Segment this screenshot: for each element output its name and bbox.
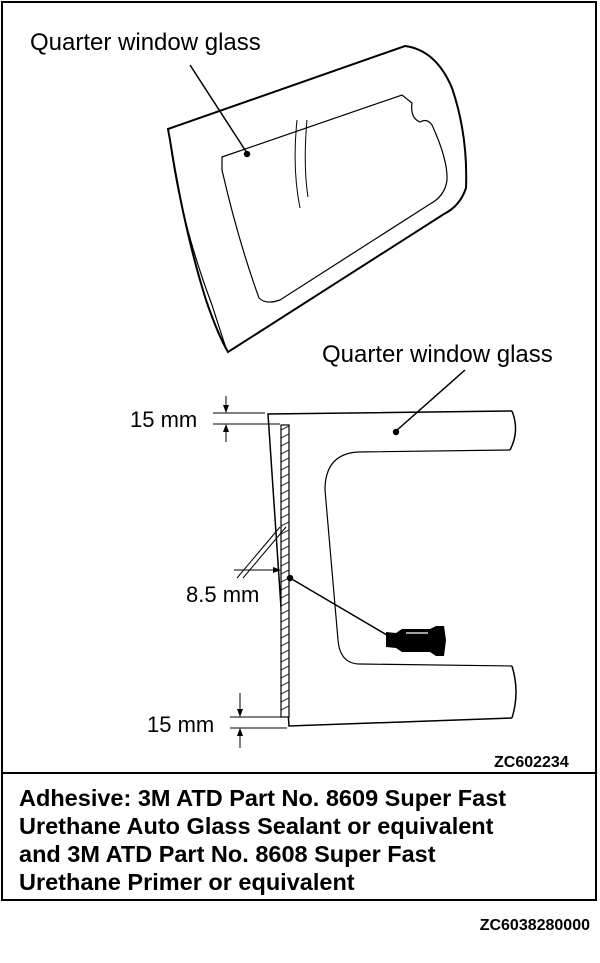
caption-box: Adhesive: 3M ATD Part No. 8609 Super Fas… <box>1 772 597 902</box>
leader-dot-bottom <box>392 428 400 436</box>
glass-edge-lower <box>169 139 227 349</box>
leader-dot-adhesive <box>286 574 294 582</box>
dim-top-arrows <box>223 405 229 432</box>
glass-top-view <box>166 44 468 354</box>
glass-outer-edge <box>166 44 468 354</box>
glass-inner-edge <box>221 94 448 303</box>
caption-line: Urethane Primer or equivalent <box>19 869 355 895</box>
leader-bottom <box>395 369 466 432</box>
adhesive-strip <box>280 424 290 718</box>
figure-frame <box>1 1 597 901</box>
caption-line: Adhesive: 3M ATD Part No. 8609 Super Fas… <box>19 785 507 811</box>
label-dim-top: 15 mm <box>130 407 197 432</box>
adhesive-tube-icon <box>386 626 446 656</box>
dim-width-arrows <box>273 567 281 573</box>
leader-adhesive <box>289 577 393 639</box>
label-bottom-glass: Quarter window glass <box>322 341 553 368</box>
break-top <box>509 410 517 451</box>
section-outer <box>267 410 513 727</box>
leader-dot-top <box>243 150 251 158</box>
glass-reflection <box>294 119 309 209</box>
dim-width <box>234 526 287 579</box>
label-top-glass: Quarter window glass <box>30 29 261 56</box>
label-dim-width: 8.5 mm <box>186 582 259 607</box>
adhesive-hatch <box>280 425 290 711</box>
dim-bottom-arrows <box>237 709 243 736</box>
figure-code: ZC602234 <box>494 754 569 771</box>
caption-line: Urethane Auto Glass Sealant or equivalen… <box>19 813 494 839</box>
document-code: ZC6038280000 <box>479 917 590 934</box>
dim-bottom <box>230 693 287 748</box>
caption-line: and 3M ATD Part No. 8608 Super Fast <box>19 841 436 867</box>
glass-section <box>267 410 517 727</box>
break-bottom <box>511 665 517 719</box>
diagram: Quarter window glass Quarter window glas… <box>30 29 569 771</box>
label-dim-bottom: 15 mm <box>147 712 214 737</box>
leader-top <box>189 64 248 154</box>
section-inner <box>324 449 513 667</box>
